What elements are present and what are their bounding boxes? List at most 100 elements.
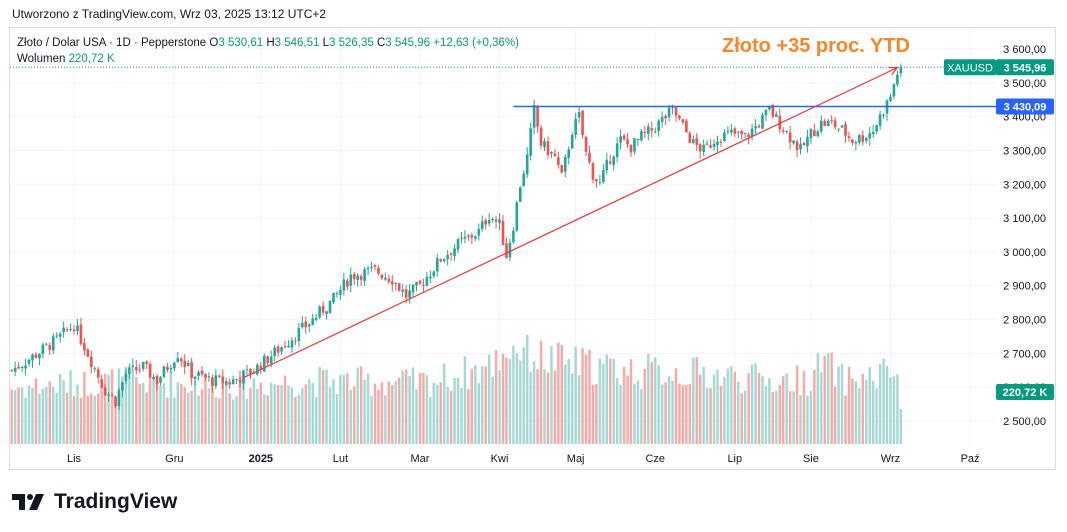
candle-body bbox=[273, 347, 276, 357]
candle-body bbox=[757, 125, 761, 128]
volume-bar bbox=[508, 358, 512, 444]
volume-bar bbox=[515, 353, 519, 444]
volume-bar bbox=[481, 366, 484, 444]
chart-frame[interactable] bbox=[9, 27, 1056, 470]
volume-bar bbox=[31, 388, 34, 444]
candle-body bbox=[183, 360, 187, 367]
time-axis-label: Lip bbox=[727, 453, 742, 465]
candle-body bbox=[100, 379, 103, 388]
candle-body bbox=[795, 141, 799, 151]
candle-body bbox=[858, 135, 861, 143]
trend-arrow-head bbox=[888, 66, 899, 75]
candle-body bbox=[598, 182, 602, 184]
candle-body bbox=[404, 289, 408, 298]
symbol-badge bbox=[944, 59, 996, 76]
candle-body bbox=[591, 163, 595, 180]
price-axis-label: 3 100,00 bbox=[1003, 213, 1046, 225]
volume-bar bbox=[228, 393, 231, 444]
candle-body bbox=[702, 144, 705, 153]
volume-bar bbox=[564, 364, 567, 444]
volume-bar bbox=[48, 381, 51, 444]
candle-body bbox=[89, 356, 93, 367]
volume-bar bbox=[269, 382, 273, 444]
volume-bar bbox=[633, 383, 636, 444]
candle-body bbox=[304, 321, 308, 328]
candle-body bbox=[103, 387, 107, 396]
candle-body bbox=[643, 132, 647, 134]
legend-symbol[interactable]: Złoto / Dolar USA · 1D · Pepperstone bbox=[17, 37, 207, 49]
candle-body bbox=[563, 156, 567, 172]
candle-body bbox=[48, 345, 52, 350]
candle-body bbox=[612, 156, 616, 165]
volume-bar bbox=[692, 357, 695, 444]
volume-bar bbox=[107, 374, 110, 444]
candle-body bbox=[532, 104, 536, 128]
candle-body bbox=[72, 329, 76, 331]
volume-bar bbox=[512, 345, 515, 444]
candle-body bbox=[415, 282, 418, 286]
volume-bar bbox=[654, 357, 657, 444]
volume-bar bbox=[110, 369, 114, 444]
volume-bar bbox=[795, 365, 799, 444]
volume-bar bbox=[65, 392, 69, 444]
volume-bar bbox=[567, 358, 570, 444]
candle-body bbox=[653, 131, 657, 133]
volume-bar bbox=[574, 346, 577, 444]
candle-body bbox=[747, 134, 750, 138]
candle-body bbox=[366, 267, 370, 270]
volume-bar bbox=[162, 383, 166, 444]
candle-body bbox=[685, 120, 688, 133]
candle-body bbox=[577, 112, 581, 118]
volume-bar bbox=[820, 372, 823, 444]
volume-bar bbox=[584, 354, 588, 444]
candle-body bbox=[352, 273, 356, 280]
candle-body bbox=[657, 120, 660, 131]
volume-bar bbox=[72, 396, 76, 444]
candle-body bbox=[321, 305, 325, 313]
candle-body bbox=[608, 161, 612, 164]
candle-body bbox=[242, 370, 245, 384]
candle-body bbox=[650, 128, 654, 131]
volume-bar bbox=[622, 366, 626, 444]
candle-body bbox=[45, 343, 48, 345]
volume-bar bbox=[501, 353, 505, 444]
candle-body bbox=[328, 300, 332, 313]
candle-body bbox=[41, 344, 45, 354]
candle-body bbox=[148, 363, 152, 378]
volume-bar bbox=[723, 376, 726, 444]
volume-bar bbox=[446, 386, 449, 444]
volume-bar bbox=[321, 370, 325, 444]
candle-body bbox=[224, 381, 228, 385]
volume-bar bbox=[581, 347, 584, 444]
legend-volume-label[interactable]: Wolumen bbox=[17, 53, 66, 65]
candle-body bbox=[256, 364, 259, 375]
volume-bar bbox=[439, 382, 442, 444]
volume-bar bbox=[97, 393, 100, 444]
candle-body bbox=[861, 135, 865, 142]
candle-body bbox=[449, 253, 453, 255]
volume-bar bbox=[546, 372, 550, 444]
volume-bar bbox=[159, 385, 162, 444]
volume-bar bbox=[231, 399, 235, 444]
candle-body bbox=[705, 143, 709, 145]
tradingview-logo[interactable]: TradingView bbox=[12, 490, 177, 514]
legend-close: 3 545,96 bbox=[385, 37, 431, 49]
candle-body bbox=[480, 221, 484, 229]
volume-bar bbox=[674, 368, 678, 444]
candle-body bbox=[802, 143, 806, 146]
candle-body bbox=[228, 382, 232, 385]
volume-bar bbox=[45, 387, 48, 444]
created-caption: Utworzono z TradingView.com, Wrz 03, 202… bbox=[12, 7, 327, 21]
candle-body bbox=[830, 120, 833, 122]
candle-body bbox=[508, 242, 512, 258]
volume-bar bbox=[806, 395, 809, 444]
candle-body bbox=[847, 136, 851, 138]
volume-bar bbox=[193, 380, 197, 444]
candle-body bbox=[394, 283, 398, 285]
volume-bar bbox=[833, 386, 837, 444]
candle-body bbox=[269, 356, 273, 364]
volume-bar bbox=[757, 372, 761, 444]
candle-body bbox=[110, 395, 114, 397]
candle-body bbox=[840, 125, 844, 128]
